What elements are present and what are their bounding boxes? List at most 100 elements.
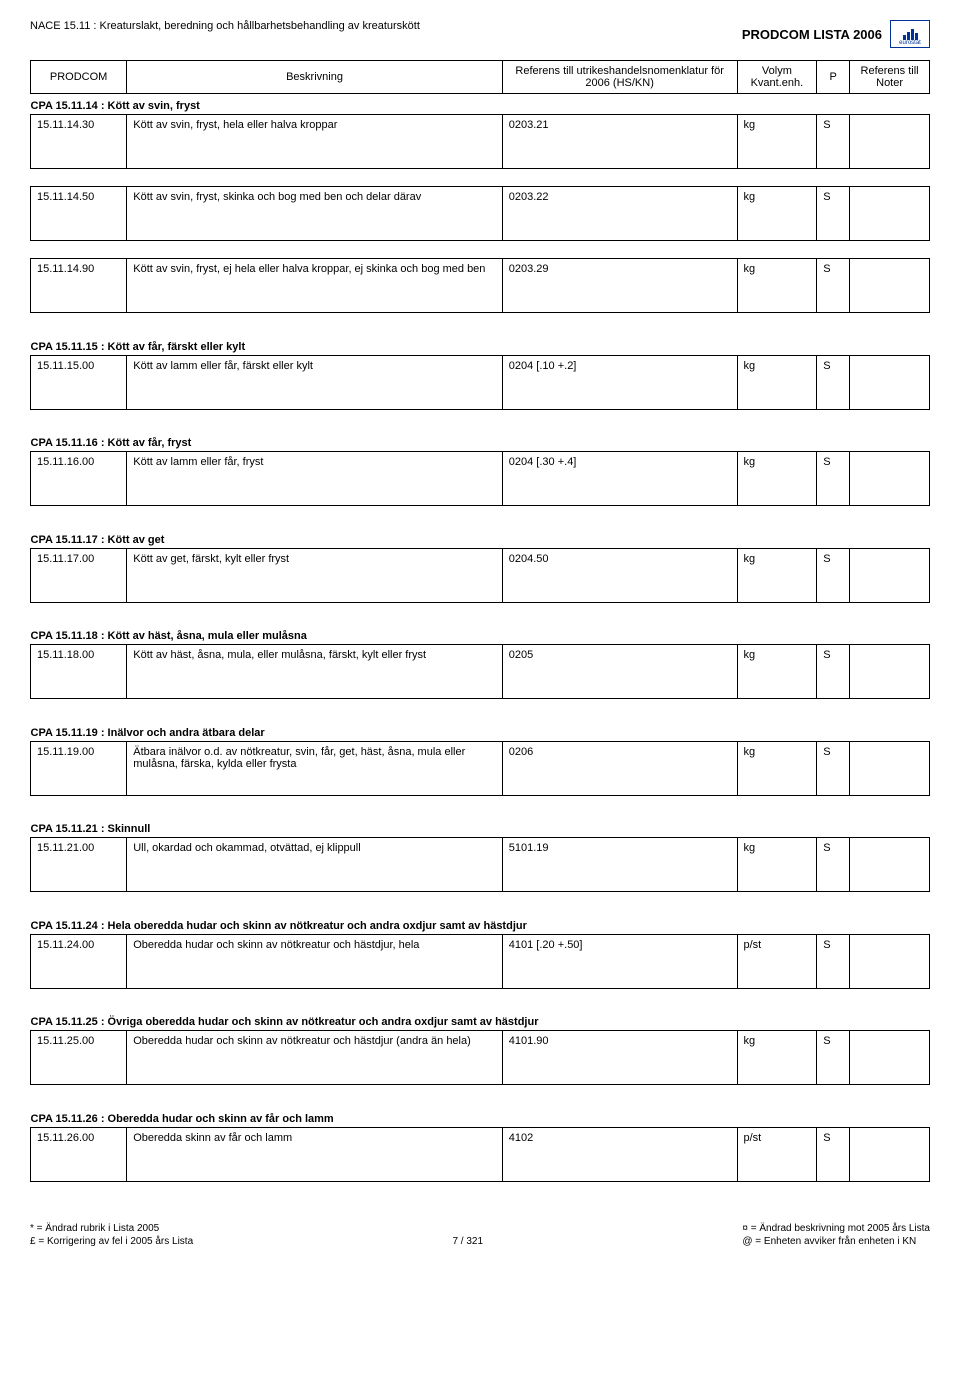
table-row: 15.11.26.00Oberedda skinn av får och lam… <box>31 1127 930 1181</box>
nace-line: NACE 15.11 : Kreaturslakt, beredning och… <box>30 20 420 32</box>
table-row: 15.11.19.00Ätbara inälvor o.d. av nötkre… <box>31 741 930 795</box>
cell-noter <box>850 259 930 313</box>
cell-p: S <box>817 115 850 169</box>
cell-p: S <box>817 934 850 988</box>
cell-p: S <box>817 187 850 241</box>
cell-desc: Kött av svin, fryst, skinka och bog med … <box>127 187 503 241</box>
table-row: 15.11.14.30Kött av svin, fryst, hela ell… <box>31 115 930 169</box>
cpa-heading-row: CPA 15.11.17 : Kött av get <box>31 528 930 549</box>
main-table: PRODCOM Beskrivning Referens till utrike… <box>30 60 930 1203</box>
col-p: P <box>817 61 850 94</box>
cell-unit: kg <box>737 187 817 241</box>
cell-noter <box>850 838 930 892</box>
cell-unit: kg <box>737 1031 817 1085</box>
cpa-heading-row: CPA 15.11.24 : Hela oberedda hudar och s… <box>31 914 930 935</box>
cell-code: 15.11.14.50 <box>31 187 127 241</box>
cell-unit: kg <box>737 355 817 409</box>
cell-desc: Kött av lamm eller får, fryst <box>127 452 503 506</box>
cell-p: S <box>817 452 850 506</box>
cell-code: 15.11.14.30 <box>31 115 127 169</box>
cell-code: 15.11.16.00 <box>31 452 127 506</box>
cpa-heading-row: CPA 15.11.21 : Skinnull <box>31 817 930 838</box>
table-row: 15.11.14.50Kött av svin, fryst, skinka o… <box>31 187 930 241</box>
cpa-heading-row: CPA 15.11.14 : Kött av svin, fryst <box>31 94 930 115</box>
cell-p: S <box>817 645 850 699</box>
cell-noter <box>850 934 930 988</box>
cell-code: 15.11.25.00 <box>31 1031 127 1085</box>
header-right: PRODCOM LISTA 2006 eurostat <box>742 20 930 48</box>
cell-unit: kg <box>737 838 817 892</box>
eurostat-text: eurostat <box>899 40 921 46</box>
cell-noter <box>850 187 930 241</box>
cpa-heading: CPA 15.11.14 : Kött av svin, fryst <box>31 94 930 115</box>
cell-ref: 0204.50 <box>502 548 737 602</box>
cpa-heading-row: CPA 15.11.25 : Övriga oberedda hudar och… <box>31 1010 930 1031</box>
table-row: 15.11.18.00Kött av häst, åsna, mula, ell… <box>31 645 930 699</box>
cpa-heading: CPA 15.11.26 : Oberedda hudar och skinn … <box>31 1107 930 1128</box>
cell-code: 15.11.15.00 <box>31 355 127 409</box>
cell-desc: Ull, okardad och okammad, otvättad, ej k… <box>127 838 503 892</box>
cell-p: S <box>817 259 850 313</box>
cpa-heading: CPA 15.11.19 : Inälvor och andra ätbara … <box>31 721 930 742</box>
cell-noter <box>850 645 930 699</box>
table-row: 15.11.16.00Kött av lamm eller får, fryst… <box>31 452 930 506</box>
cpa-heading: CPA 15.11.17 : Kött av get <box>31 528 930 549</box>
cell-desc: Oberedda skinn av får och lamm <box>127 1127 503 1181</box>
cell-desc: Kött av lamm eller får, färskt eller kyl… <box>127 355 503 409</box>
cell-code: 15.11.14.90 <box>31 259 127 313</box>
cpa-heading: CPA 15.11.25 : Övriga oberedda hudar och… <box>31 1010 930 1031</box>
cell-unit: kg <box>737 115 817 169</box>
cell-ref: 0206 <box>502 741 737 795</box>
cell-code: 15.11.21.00 <box>31 838 127 892</box>
cell-ref: 0205 <box>502 645 737 699</box>
cell-code: 15.11.19.00 <box>31 741 127 795</box>
eurostat-logo-icon: eurostat <box>890 20 930 48</box>
cell-p: S <box>817 838 850 892</box>
cpa-heading-row: CPA 15.11.26 : Oberedda hudar och skinn … <box>31 1107 930 1128</box>
cell-unit: p/st <box>737 934 817 988</box>
cell-ref: 4101 [.20 +.50] <box>502 934 737 988</box>
table-row: 15.11.15.00Kött av lamm eller får, färsk… <box>31 355 930 409</box>
cell-unit: p/st <box>737 1127 817 1181</box>
cell-noter <box>850 355 930 409</box>
cpa-heading-row: CPA 15.11.16 : Kött av får, fryst <box>31 431 930 452</box>
cell-unit: kg <box>737 548 817 602</box>
footnote-right1: ¤ = Ändrad beskrivning mot 2005 års List… <box>742 1223 930 1234</box>
table-row: 15.11.24.00Oberedda hudar och skinn av n… <box>31 934 930 988</box>
table-row: 15.11.14.90Kött av svin, fryst, ej hela … <box>31 259 930 313</box>
cell-noter <box>850 115 930 169</box>
cell-ref: 4101.90 <box>502 1031 737 1085</box>
cell-ref: 5101.19 <box>502 838 737 892</box>
cell-p: S <box>817 355 850 409</box>
cell-unit: kg <box>737 259 817 313</box>
cell-ref: 0204 [.30 +.4] <box>502 452 737 506</box>
cell-code: 15.11.26.00 <box>31 1127 127 1181</box>
cell-ref: 0203.21 <box>502 115 737 169</box>
cell-unit: kg <box>737 645 817 699</box>
cell-p: S <box>817 1127 850 1181</box>
col-noter: Referens till Noter <box>850 61 930 94</box>
cpa-heading: CPA 15.11.18 : Kött av häst, åsna, mula … <box>31 624 930 645</box>
cell-code: 15.11.18.00 <box>31 645 127 699</box>
table-row: 15.11.17.00Kött av get, färskt, kylt ell… <box>31 548 930 602</box>
col-referens: Referens till utrikeshandelsnomenklatur … <box>502 61 737 94</box>
cell-desc: Ätbara inälvor o.d. av nötkreatur, svin,… <box>127 741 503 795</box>
page-footer: * = Ändrad rubrik i Lista 2005 £ = Korri… <box>30 1223 930 1247</box>
cell-desc: Kött av svin, fryst, ej hela eller halva… <box>127 259 503 313</box>
cell-noter <box>850 452 930 506</box>
col-volym: Volym Kvant.enh. <box>737 61 817 94</box>
cell-p: S <box>817 741 850 795</box>
cell-ref: 4102 <box>502 1127 737 1181</box>
cell-code: 15.11.17.00 <box>31 548 127 602</box>
cell-desc: Kött av get, färskt, kylt eller fryst <box>127 548 503 602</box>
cell-noter <box>850 1127 930 1181</box>
cpa-heading: CPA 15.11.15 : Kött av får, färskt eller… <box>31 335 930 356</box>
cpa-heading-row: CPA 15.11.15 : Kött av får, färskt eller… <box>31 335 930 356</box>
col-prodcom: PRODCOM <box>31 61 127 94</box>
cpa-heading-row: CPA 15.11.19 : Inälvor och andra ätbara … <box>31 721 930 742</box>
cell-code: 15.11.24.00 <box>31 934 127 988</box>
table-row: 15.11.21.00Ull, okardad och okammad, otv… <box>31 838 930 892</box>
cell-noter <box>850 1031 930 1085</box>
footnote-right2: @ = Enheten avviker från enheten i KN <box>742 1236 930 1247</box>
cpa-heading: CPA 15.11.24 : Hela oberedda hudar och s… <box>31 914 930 935</box>
